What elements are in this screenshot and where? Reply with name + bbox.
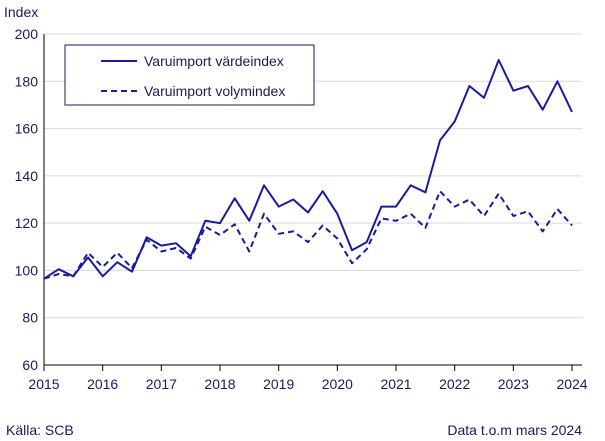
legend-box [64,44,315,106]
x-tick-label: 2020 [322,376,353,392]
series-lines [43,59,573,280]
source-note: Källa: SCB [6,422,74,438]
x-tick-label: 2024 [556,376,587,392]
x-tick-label: 2015 [28,376,59,392]
x-tick-label: 2017 [146,376,177,392]
y-axis-ticks: 60 80 100 120 140 160 180 200 [15,26,39,373]
legend-label: Varuimport värdeindex [144,53,284,69]
y-tick-label: 200 [15,26,39,42]
x-axis-ticks: 2015 2016 2017 2018 2019 2020 2021 2022 2023 2024 [28,365,588,392]
axes [43,34,582,366]
y-tick-label: 80 [22,310,38,326]
y-tick-label: 100 [15,262,39,278]
x-tick-label: 2022 [439,376,470,392]
y-tick-label: 120 [15,215,39,231]
y-axis-label: Index [4,4,38,20]
x-tick-label: 2016 [87,376,118,392]
y-tick-label: 60 [22,357,38,373]
x-tick-label: 2018 [204,376,235,392]
data-note: Data t.o.m mars 2024 [447,422,582,438]
series-line-1 [43,59,573,280]
x-tick-label: 2019 [263,376,294,392]
legend: Varuimport värdeindex Varuimport volymind… [64,44,315,106]
y-tick-label: 140 [15,168,39,184]
series-line-2 [43,190,573,280]
y-tick-label: 160 [15,121,39,137]
legend-label: Varuimport volymindex [144,83,285,99]
x-tick-label: 2023 [498,376,529,392]
y-tick-label: 180 [15,73,39,89]
x-tick-label: 2021 [380,376,411,392]
